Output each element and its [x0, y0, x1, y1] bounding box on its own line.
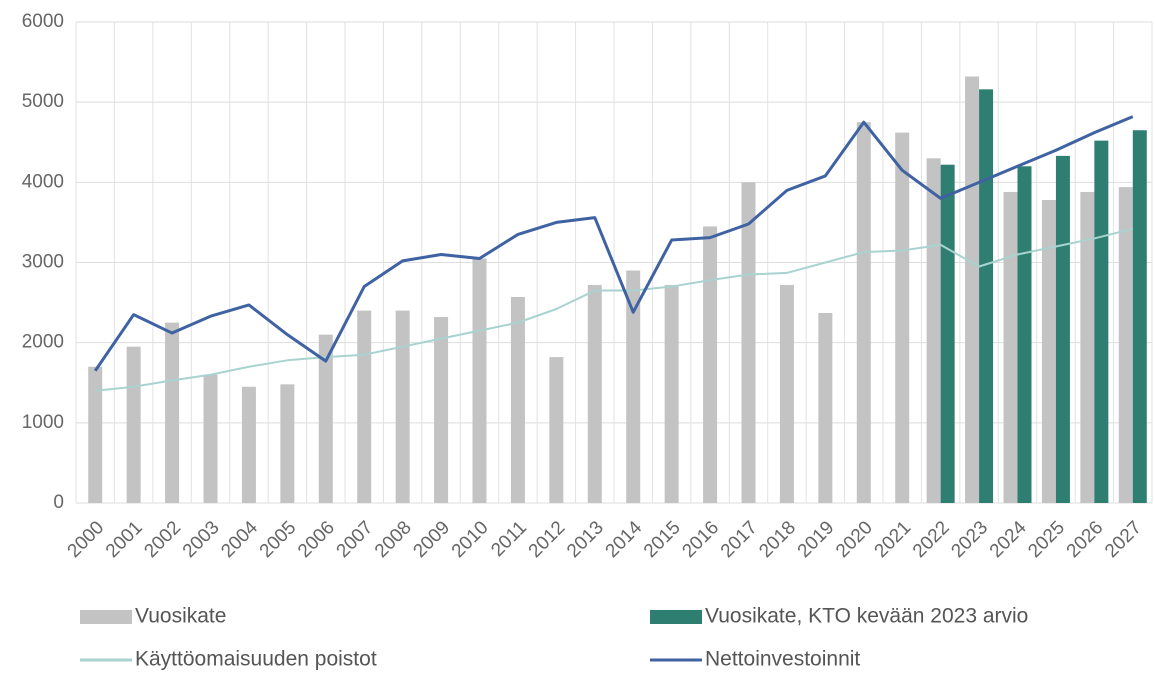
x-tick-label: 2017	[717, 517, 762, 562]
bar	[940, 164, 955, 504]
y-tick-label: 5000	[22, 91, 64, 112]
x-tick-label: 2021	[871, 517, 916, 562]
bar	[165, 322, 180, 503]
x-tick-label: 2000	[64, 517, 109, 562]
bar	[1118, 187, 1133, 504]
x-tick-label: 2002	[140, 517, 185, 562]
x-tick-label: 2026	[1063, 517, 1108, 562]
bar	[549, 357, 564, 503]
x-tick-label: 2015	[640, 517, 685, 562]
y-tick-label: 2000	[22, 332, 64, 353]
bar	[626, 270, 641, 503]
bar	[779, 284, 794, 503]
x-tick-label: 2011	[487, 517, 531, 561]
bar	[280, 384, 295, 503]
bar	[1094, 140, 1109, 503]
x-tick-label: 2004	[217, 517, 262, 562]
bar	[741, 182, 756, 504]
bar	[895, 132, 910, 503]
bar	[587, 284, 602, 503]
bar	[357, 310, 372, 503]
bar	[856, 122, 871, 503]
x-tick-label: 2025	[1024, 517, 1069, 562]
bar	[1080, 191, 1095, 503]
y-tick-label: 1000	[22, 412, 64, 433]
x-tick-label: 2007	[333, 517, 378, 562]
legend-swatch	[80, 610, 132, 624]
x-tick-label: 2024	[986, 517, 1031, 562]
bar	[88, 366, 103, 503]
bar	[818, 313, 833, 503]
x-tick-label: 2022	[909, 517, 954, 562]
x-tick-label: 2016	[678, 517, 723, 562]
x-tick-label: 2018	[755, 517, 800, 562]
bar	[126, 346, 141, 503]
bar	[703, 226, 718, 504]
bar	[510, 296, 525, 503]
x-tick-label: 2013	[563, 517, 608, 562]
x-tick-label: 2014	[602, 517, 647, 562]
x-tick-label: 2027	[1101, 517, 1146, 562]
bar	[203, 374, 218, 503]
bar	[1041, 199, 1056, 503]
bar	[965, 76, 980, 503]
x-tick-label: 2009	[409, 517, 454, 562]
bar	[926, 158, 941, 504]
bar	[318, 334, 333, 503]
bar	[979, 89, 994, 503]
bar	[434, 317, 449, 503]
y-tick-label: 3000	[22, 252, 64, 273]
bar	[664, 284, 679, 503]
x-tick-label: 2001	[102, 517, 147, 562]
x-tick-label: 2020	[832, 517, 877, 562]
line	[93, 115, 1134, 372]
bar	[1003, 191, 1018, 503]
x-tick-label: 2010	[448, 517, 493, 562]
x-tick-label: 2008	[371, 517, 416, 562]
x-tick-label: 2012	[525, 517, 570, 562]
y-tick-label: 0	[53, 492, 64, 513]
line	[95, 227, 1134, 392]
legend-label: Käyttöomaisuuden poistot	[135, 648, 377, 671]
y-tick-label: 6000	[22, 11, 64, 32]
x-tick-label: 2005	[256, 517, 301, 562]
bar	[241, 386, 256, 503]
x-tick-label: 2019	[794, 517, 839, 562]
bar	[472, 258, 487, 503]
bar	[1055, 155, 1070, 503]
x-tick-label: 2003	[179, 517, 224, 562]
legend-label: Vuosikate	[135, 605, 226, 628]
legend-label: Nettoinvestoinnit	[705, 648, 860, 671]
bar	[1132, 130, 1147, 503]
x-tick-label: 2023	[947, 517, 992, 562]
bar	[1017, 166, 1032, 504]
legend-swatch	[650, 610, 702, 624]
legend-label: Vuosikate, KTO kevään 2023 arvio	[705, 605, 1028, 628]
bar	[395, 310, 410, 503]
y-tick-label: 4000	[22, 171, 64, 192]
x-tick-label: 2006	[294, 517, 339, 562]
